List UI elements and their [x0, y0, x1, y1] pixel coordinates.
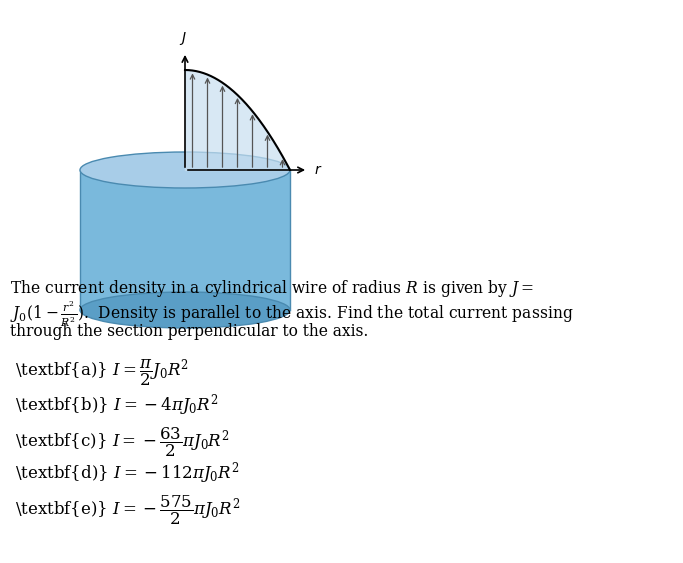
Text: \textbf{d)} $I = -112\pi J_0 R^2$: \textbf{d)} $I = -112\pi J_0 R^2$: [15, 460, 240, 486]
Text: \textbf{b)} $I = -4\pi J_0 R^2$: \textbf{b)} $I = -4\pi J_0 R^2$: [15, 392, 219, 418]
Text: The current density in a cylindrical wire of radius $R$ is given by $J=$: The current density in a cylindrical wir…: [10, 278, 534, 299]
Text: $J$: $J$: [179, 30, 187, 47]
Text: through the section perpendicular to the axis.: through the section perpendicular to the…: [10, 323, 368, 340]
Text: $r$: $r$: [314, 163, 322, 177]
Text: \textbf{e)} $I = -\dfrac{575}{2}\pi J_0 R^2$: \textbf{e)} $I = -\dfrac{575}{2}\pi J_0 …: [15, 494, 240, 527]
Text: \textbf{c)} $I = -\dfrac{63}{2}\pi J_0 R^2$: \textbf{c)} $I = -\dfrac{63}{2}\pi J_0 R…: [15, 426, 229, 459]
Text: $J_0(1-\frac{r^2}{R^2})$.  Density is parallel to the axis. Find the total curre: $J_0(1-\frac{r^2}{R^2})$. Density is par…: [10, 300, 574, 329]
Bar: [80, 170, 290, 310]
Ellipse shape: [80, 292, 290, 328]
Ellipse shape: [80, 152, 290, 188]
Text: \textbf{a)} $I = \dfrac{\pi}{2}J_0R^2$: \textbf{a)} $I = \dfrac{\pi}{2}J_0R^2$: [15, 358, 189, 388]
